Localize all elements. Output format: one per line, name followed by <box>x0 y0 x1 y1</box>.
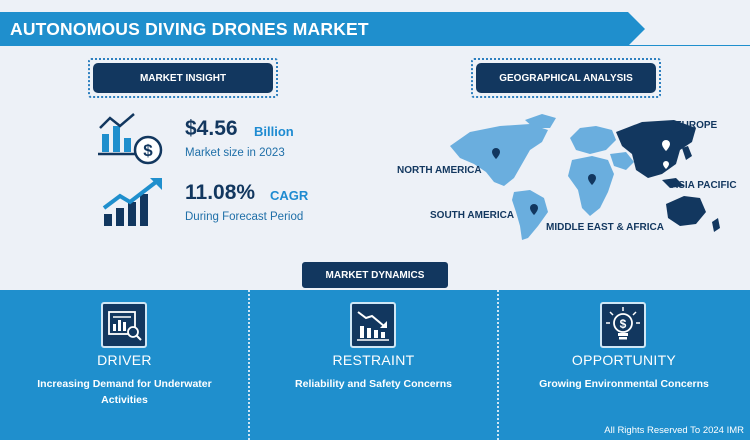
restraint-text: Reliability and Safety Concerns <box>295 378 452 390</box>
market-size-caption: Market size in 2023 <box>185 147 285 159</box>
bar-chart-dollar-icon: $ <box>98 113 163 165</box>
svg-text:$: $ <box>143 141 153 160</box>
restraint-icon-box <box>350 302 396 348</box>
geo-heading: GEOGRAPHICAL ANALYSIS <box>476 63 656 93</box>
cagr-value: 11.08% <box>185 181 256 204</box>
growth-arrow-icon <box>102 178 162 226</box>
region-label-europe: EUROPE <box>675 120 718 131</box>
opportunity-column: $ OPPORTUNITY Growing Environmental Conc… <box>498 290 750 440</box>
market-size-value: $4.56 <box>185 117 238 140</box>
declining-chart-icon <box>357 311 389 341</box>
copyright-footer: All Rights Reserved To 2024 IMR <box>604 425 744 436</box>
greenland-shape <box>525 114 556 128</box>
driver-icon-box <box>101 302 147 348</box>
column-divider <box>497 290 499 440</box>
asia-pacific-shape <box>616 120 696 178</box>
column-divider <box>248 290 250 440</box>
africa-shape <box>568 156 614 216</box>
region-label-middle-east-africa: MIDDLE EAST & AFRICA <box>546 222 664 233</box>
asia-pacific-pin-small-icon <box>663 161 669 169</box>
market-size-unit: Billion <box>254 124 294 139</box>
dynamics-heading: MARKET DYNAMICS <box>300 260 450 290</box>
cagr-caption: During Forecast Period <box>185 211 304 223</box>
market-dynamics-section: DRIVER Increasing Demand for Underwater … <box>0 290 750 440</box>
europe-shape <box>570 126 616 154</box>
opportunity-icon-box: $ <box>600 302 646 348</box>
geo-heading-frame <box>471 58 661 98</box>
middle-east-shape <box>610 152 634 170</box>
page-title: AUTONOMOUS DIVING DRONES MARKET <box>10 19 369 39</box>
cagr-unit: CAGR <box>270 188 309 203</box>
region-label-north-america: NORTH AMERICA <box>397 165 482 176</box>
north-america-pin-icon <box>492 148 500 159</box>
australia-shape <box>666 196 706 226</box>
world-map <box>450 114 720 240</box>
insight-heading-frame <box>88 58 278 98</box>
title-banner: AUTONOMOUS DIVING DRONES MARKET <box>0 12 750 46</box>
south-america-shape <box>512 190 548 240</box>
opportunity-title: OPPORTUNITY <box>571 352 677 368</box>
restraint-column: RESTRAINT Reliability and Safety Concern… <box>249 290 498 440</box>
restraint-title: RESTRAINT <box>332 352 415 368</box>
svg-text:$: $ <box>620 317 627 331</box>
asia-pacific-pin-icon <box>662 140 670 151</box>
africa-pin-icon <box>588 174 596 185</box>
region-label-asia-pacific: ASIA PACIFIC <box>671 180 737 191</box>
south-america-pin-icon <box>530 204 538 215</box>
banner-shape <box>0 12 750 46</box>
insight-heading: MARKET INSIGHT <box>93 63 273 93</box>
new-zealand-shape <box>712 218 720 232</box>
japan-shape <box>682 146 692 160</box>
driver-column: DRIVER Increasing Demand for Underwater … <box>0 290 249 440</box>
analytics-report-icon <box>108 311 142 341</box>
dollar-bulb-icon: $ <box>606 307 640 340</box>
southeast-asia-shape <box>662 178 684 188</box>
driver-text: Increasing Demand for Underwater Activit… <box>37 378 212 406</box>
region-label-south-america: SOUTH AMERICA <box>430 210 515 221</box>
map-pins <box>492 140 670 215</box>
opportunity-text: Growing Environmental Concerns <box>539 378 709 390</box>
driver-title: DRIVER <box>97 352 152 368</box>
